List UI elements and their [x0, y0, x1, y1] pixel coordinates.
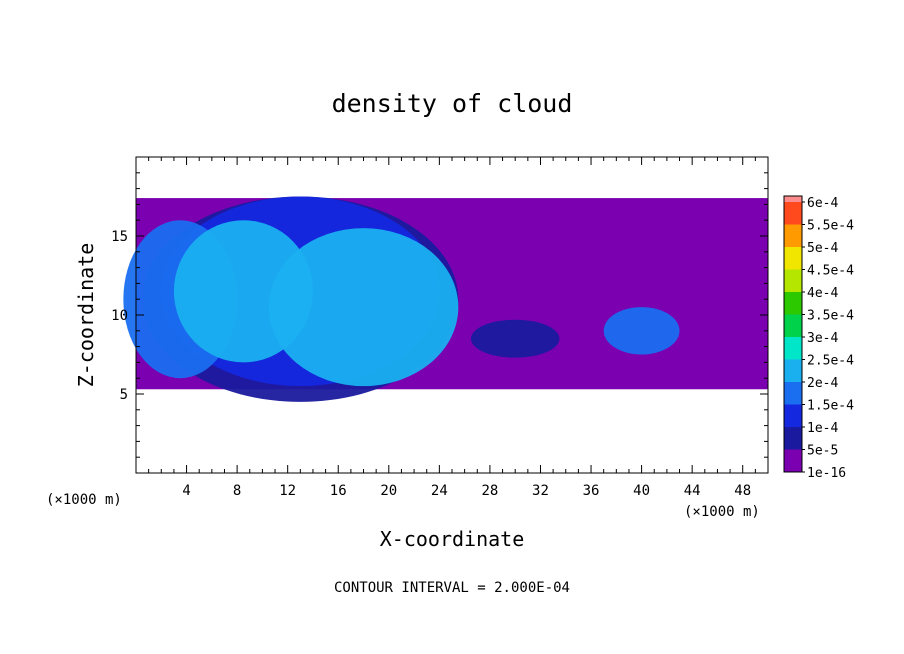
colorbar-swatch	[784, 449, 802, 472]
colorbar-frame	[783, 195, 803, 473]
colorbar-swatch	[784, 382, 802, 405]
x-tick-label: 20	[380, 483, 397, 499]
colorbar-label: 4.5e-4	[807, 264, 854, 279]
x-unit-right: (×1000 m)	[684, 504, 760, 520]
x-tick-label: 12	[279, 483, 296, 499]
x-axis-ticks: 4 8 12 16 20 24 28 32 36 40 44 48	[148, 157, 756, 499]
colorbar-swatch	[784, 314, 802, 337]
colorbar-swatch	[784, 247, 802, 270]
density-contour-6	[268, 228, 459, 387]
y-axis-ticks: 5 10 15	[111, 172, 768, 458]
x-unit-left: (×1000 m)	[46, 492, 122, 508]
colorbar-label: 1.5e-4	[807, 399, 854, 414]
colorbar-swatch	[784, 224, 802, 247]
x-tick-label: 36	[583, 483, 600, 499]
y-axis-title: Z-coordinate	[74, 243, 98, 388]
x-axis-title: X-coordinate	[380, 527, 525, 551]
colorbar-swatch	[784, 269, 802, 292]
density-contour-1	[470, 319, 560, 358]
x-tick-label: 4	[182, 483, 190, 499]
x-tick-label: 44	[684, 483, 701, 499]
colorbar-label: 6e-4	[807, 196, 838, 211]
colorbar-label: 2e-4	[807, 376, 838, 391]
x-tick-label: 48	[734, 483, 751, 499]
colorbar-swatch	[784, 359, 802, 382]
colorbar-label: 5.5e-4	[807, 219, 854, 234]
colorbar-swatch	[784, 292, 802, 315]
colorbar-label: 5e-5	[807, 444, 838, 459]
colorbar-swatch	[784, 427, 802, 450]
x-tick-label: 28	[481, 483, 498, 499]
colorbar: 1e-16 5e-5 1e-4 1.5e-4 2e-4 2.5e-4 3e-4 3.5e-4 4…	[783, 195, 854, 481]
y-tick-label: 5	[120, 387, 128, 403]
colorbar-label: 3e-4	[807, 331, 838, 346]
colorbar-label: 5e-4	[807, 241, 838, 256]
y-tick-label: 10	[111, 308, 128, 324]
colorbar-swatch-top	[784, 196, 802, 202]
colorbar-swatch	[784, 404, 802, 427]
colorbar-label: 1e-4	[807, 421, 838, 436]
x-tick-label: 40	[633, 483, 650, 499]
cloud-density-field	[123, 196, 768, 402]
colorbar-swatch	[784, 337, 802, 360]
y-tick-label: 15	[111, 229, 128, 245]
x-tick-label: 32	[532, 483, 549, 499]
x-tick-label: 8	[233, 483, 241, 499]
colorbar-label: 3.5e-4	[807, 309, 854, 324]
colorbar-label: 2.5e-4	[807, 354, 854, 369]
x-tick-label: 24	[431, 483, 448, 499]
x-tick-label: 16	[330, 483, 347, 499]
density-contour-4	[603, 307, 680, 355]
colorbar-swatch	[784, 202, 802, 225]
contour-interval-note: CONTOUR INTERVAL = 2.000E-04	[334, 580, 570, 596]
chart-title: density of cloud	[332, 89, 573, 118]
colorbar-label: 1e-16	[807, 466, 846, 481]
colorbar-label: 4e-4	[807, 286, 838, 301]
